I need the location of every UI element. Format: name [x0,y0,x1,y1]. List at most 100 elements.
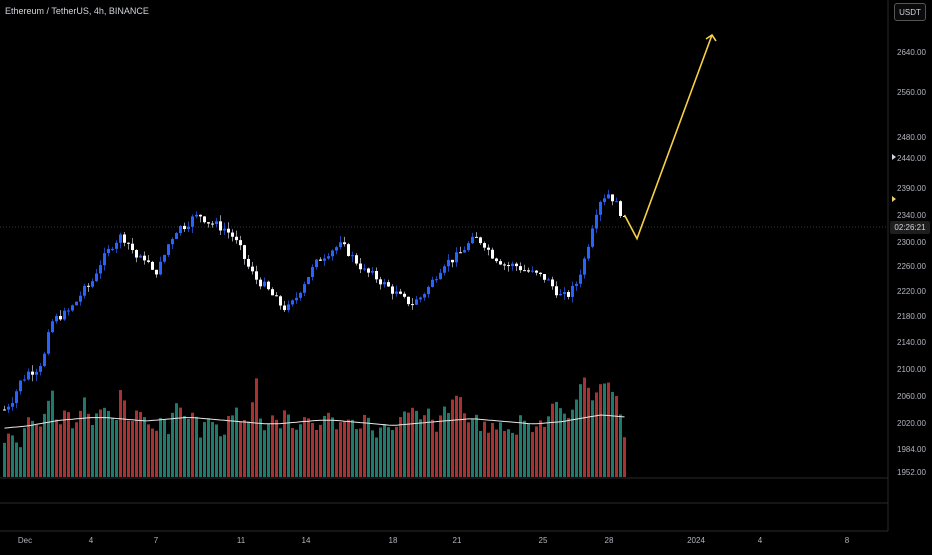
candle-body [607,194,610,199]
volume-bar [563,413,566,477]
volume-bar [551,403,554,477]
volume-bar [203,422,206,477]
candle-body [567,292,570,297]
volume-bar [359,428,362,477]
price-tick-label: 2440.00 [897,154,926,163]
candle-body [299,292,302,298]
candle-body [235,236,238,241]
candle-body [611,194,614,202]
volume-bar [439,415,442,477]
volume-bar [151,428,154,477]
volume-bar [267,424,270,477]
candle-body [423,294,426,298]
volume-bar [175,403,178,477]
candle-body [483,243,486,248]
candle-body [175,233,178,240]
volume-bar [623,437,626,477]
candle-body [51,321,54,333]
price-tick-label: 1952.00 [897,468,926,477]
candle-body [3,409,6,411]
volume-bar [395,426,398,477]
candle-body [47,332,50,354]
candle-body [191,216,194,227]
volume-bar [99,409,102,477]
candle-body [67,310,70,312]
volume-bar [583,377,586,477]
candle-body [155,269,158,275]
candle-body [331,250,334,257]
candle-body [119,234,122,243]
candle-body [499,261,502,265]
volume-bar [187,418,190,477]
volume-bar [147,424,150,477]
volume-bar [599,384,602,477]
candle-body [579,274,582,284]
volume-bar [319,424,322,477]
candle-body [255,271,258,280]
currency-badge[interactable]: USDT [894,3,926,21]
candle-body [335,247,338,251]
candle-body [571,285,574,297]
candle-body [327,256,330,259]
volume-bar [567,418,570,477]
candle-body [343,242,346,245]
candle-body [171,239,174,245]
candle-body [95,273,98,282]
volume-bar [75,422,78,477]
time-tick-label: Dec [18,536,32,545]
candle-body [387,282,390,287]
time-tick-label: 4 [758,536,763,545]
candle-body [395,291,398,294]
candle-body [23,379,26,381]
volume-bar [163,419,166,477]
volume-bar [179,407,182,477]
volume-bar [255,378,258,477]
candle-body [231,232,234,237]
candle-body [227,228,230,233]
volume-bar [315,429,318,477]
volume-bar [43,413,46,477]
candle-body [319,259,322,261]
volume-bar [207,418,210,477]
candle-body [7,406,10,410]
volume-bar [263,430,266,477]
volume-bar [39,426,42,477]
volume-bar [419,419,422,477]
candle-body [475,236,478,238]
volume-bar [515,434,518,477]
candle-body [515,263,518,267]
candle-body [163,254,166,262]
volume-bar [275,419,278,477]
volume-bar [475,414,478,477]
candle-body [295,297,298,301]
volume-bar [547,416,550,477]
volume-bar [71,428,74,477]
candle-body [79,295,82,302]
candle-body [251,266,254,272]
candle-body [147,260,150,262]
volume-bar [123,400,126,477]
volume-bar [95,413,98,477]
volume-bar [335,429,338,477]
volume-bar [531,432,534,477]
volume-bar [471,419,474,477]
candle-body [519,266,522,271]
candle-body [591,228,594,247]
candle-body [451,259,454,263]
volume-bar [223,434,226,477]
price-tick-label: 2220.00 [897,287,926,296]
volume-bar [327,412,330,477]
volume-bar [67,412,70,477]
volume-bar [487,432,490,477]
volume-bar [47,400,50,477]
volume-bar [591,400,594,477]
candle-body [139,255,142,258]
volume-bar [615,395,618,477]
volume-bar [383,424,386,477]
candle-body [575,283,578,286]
volume-bar [371,430,374,477]
candle-body [347,244,350,256]
volume-bar [559,408,562,477]
